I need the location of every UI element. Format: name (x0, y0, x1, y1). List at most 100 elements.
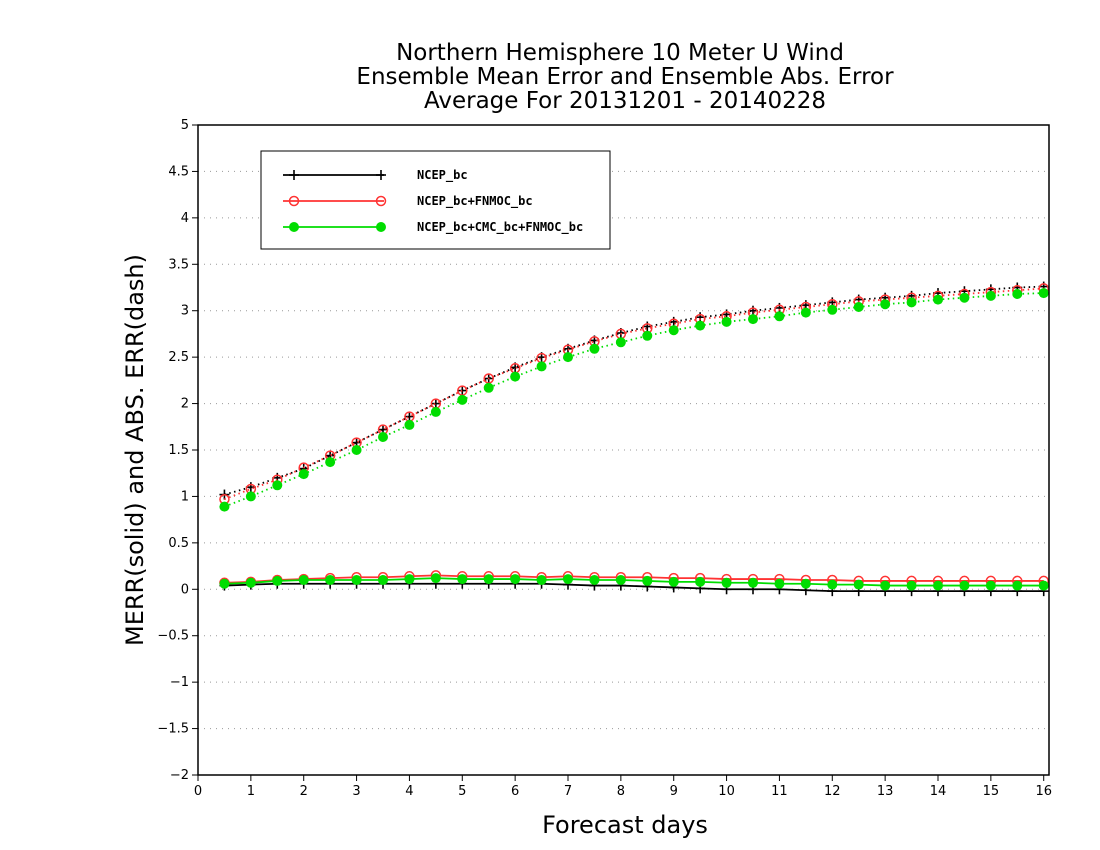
abs-error-point (642, 330, 653, 341)
mean-error-point (853, 579, 864, 590)
abs-error-point (457, 394, 468, 405)
mean-error-point (325, 575, 336, 585)
y-axis-label: MERR(solid) and ABS. ERR(dash) (121, 254, 149, 646)
mean-error-point (563, 574, 573, 585)
mean-error-point (880, 580, 891, 591)
legend-item-1: NCEP_bc (283, 168, 468, 183)
y-tick-label: 2 (181, 397, 189, 412)
x-tick-label: 10 (718, 784, 735, 799)
legend-item-2: NCEP_bc+FNMOC_bc (283, 194, 533, 209)
mean-error-point (1012, 580, 1023, 591)
abs-error-point (272, 480, 283, 491)
abs-error-point (800, 307, 811, 318)
mean-error-point (457, 574, 468, 585)
legend: NCEP_bc NCEP_bc+FNMOC_bc NCEP_bc+CMC_bc+FN… (260, 150, 611, 250)
mean-error-point (721, 577, 732, 588)
mean-error-point (748, 577, 758, 588)
legend-marker (288, 195, 300, 207)
mean-error-point (245, 577, 256, 588)
series-2-abs-error (219, 283, 1049, 505)
abs-error-point (853, 302, 864, 312)
mean-error-point (959, 580, 970, 591)
abs-error-point (378, 432, 388, 442)
legend-marker (289, 222, 299, 232)
abs-error-point (536, 361, 547, 372)
title-line-3: Average For 20131201 - 20140228 (424, 88, 826, 114)
mean-error-point (906, 580, 917, 591)
abs-error-point (589, 343, 600, 354)
mean-error-point (985, 580, 996, 591)
axis-ticks: 54.543.532.521.510.50−0.5−1−1.5−20 1 2 3 4 5 6… (157, 118, 1052, 799)
abs-error-point (351, 445, 362, 455)
y-tick-label: 1 (181, 489, 189, 504)
plot-frame (197, 124, 1050, 776)
y-tick-label: 5 (181, 118, 189, 133)
abs-error-point (827, 304, 838, 315)
x-tick-label: 14 (930, 784, 947, 799)
abs-error-point (748, 314, 758, 325)
abs-error-line (224, 285, 1044, 496)
chart-title: Northern Hemisphere 10 Meter U Wind Ense… (356, 40, 894, 114)
legend-item-3: NCEP_bc+CMC_bc+FNMOC_bc (283, 220, 583, 235)
x-tick-label: 9 (670, 784, 678, 799)
mean-error-point (933, 580, 943, 591)
x-tick-label: 15 (983, 784, 1000, 799)
abs-error-point (985, 290, 996, 301)
mean-error-point (404, 574, 415, 585)
abs-error-point (615, 337, 626, 348)
abs-error-point (668, 325, 679, 336)
y-tick-label: −1 (170, 675, 189, 690)
abs-error-point (563, 352, 573, 363)
mean-error-point (774, 578, 785, 589)
abs-error-point (695, 320, 706, 331)
x-tick-label: 2 (300, 784, 308, 799)
abs-error-point (483, 382, 494, 393)
mean-error-point (800, 578, 811, 589)
abs-error-point (959, 292, 970, 303)
mean-error-point (219, 578, 230, 589)
mean-error-point (298, 575, 309, 585)
abs-error-point (1012, 289, 1023, 299)
abs-error-point (219, 501, 230, 512)
title-line-1: Northern Hemisphere 10 Meter U Wind (396, 40, 844, 66)
x-tick-label: 5 (458, 784, 466, 799)
mean-error-point (1038, 580, 1049, 591)
abs-error-point (457, 385, 468, 396)
mean-error-point (827, 579, 838, 590)
mean-error-line (224, 574, 1044, 584)
abs-error-point (906, 297, 917, 308)
mean-error-point (642, 575, 653, 586)
y-tick-label: 0.5 (168, 536, 189, 551)
legend-label: NCEP_bc+CMC_bc+FNMOC_bc (417, 220, 583, 235)
abs-error-point (933, 294, 943, 305)
y-tick-label: 3 (181, 304, 189, 319)
y-tick-label: 2.5 (168, 350, 189, 365)
mean-error-point (483, 574, 494, 585)
x-tick-label: 1 (247, 784, 255, 799)
x-axis-label: Forecast days (542, 811, 708, 839)
x-tick-label: 6 (511, 784, 519, 799)
x-tick-label: 16 (1035, 784, 1052, 799)
x-tick-label: 12 (824, 784, 841, 799)
legend-marker (289, 170, 299, 180)
series-3-abs-error (219, 288, 1049, 512)
legend-marker (376, 170, 386, 180)
series-3-mean-error (219, 573, 1049, 591)
abs-error-point (298, 469, 309, 480)
legend-label: NCEP_bc+FNMOC_bc (417, 194, 533, 209)
mean-error-point (536, 575, 547, 585)
title-line-2: Ensemble Mean Error and Ensemble Abs. Er… (356, 64, 894, 90)
abs-error-line (224, 287, 1044, 501)
mean-error-point (589, 575, 600, 585)
y-tick-label: 4 (181, 211, 189, 226)
abs-error-point (404, 411, 415, 422)
mean-error-point (668, 576, 679, 587)
series-group (219, 281, 1049, 597)
y-tick-label: 3.5 (168, 257, 189, 272)
abs-error-point (325, 457, 336, 468)
x-tick-label: 11 (771, 784, 788, 799)
abs-error-point (430, 398, 441, 409)
y-tick-label: −2 (170, 768, 189, 783)
abs-error-point (721, 316, 732, 327)
